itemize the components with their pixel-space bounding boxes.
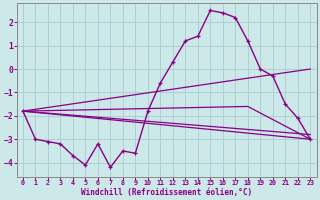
X-axis label: Windchill (Refroidissement éolien,°C): Windchill (Refroidissement éolien,°C) — [81, 188, 252, 197]
